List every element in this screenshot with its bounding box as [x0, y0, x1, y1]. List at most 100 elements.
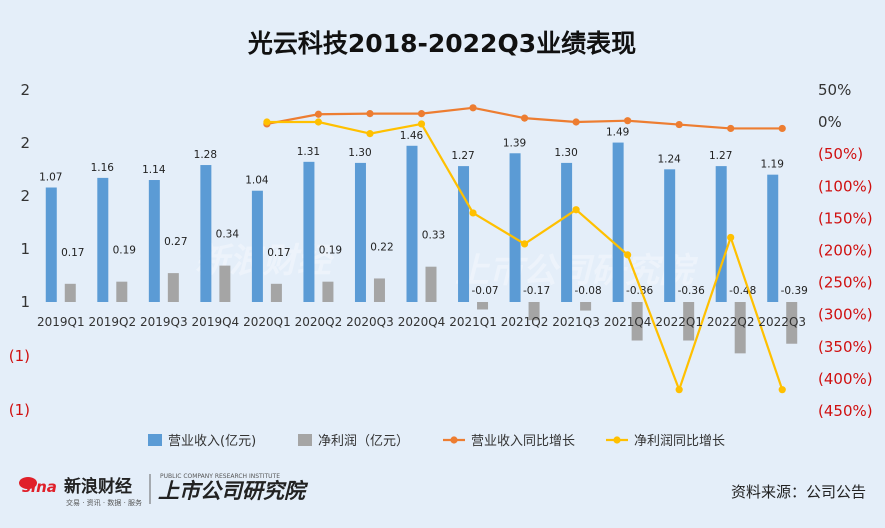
- x-tick-label: 2019Q4: [192, 315, 240, 329]
- revenue-bar: [406, 145, 418, 302]
- revenue-bar: [148, 180, 160, 302]
- profit-bar: [425, 266, 437, 302]
- source-note: 资料来源：公司公告: [731, 483, 866, 501]
- x-tick-label: 2020Q4: [398, 315, 446, 329]
- profit-data-label: -0.07: [471, 285, 498, 297]
- revenue-data-label: 1.16: [91, 162, 115, 174]
- profit-data-label: 0.27: [164, 236, 187, 248]
- legend-swatch-marker: [613, 436, 621, 444]
- revenue-growth-point: [675, 120, 683, 129]
- research-logo-text: 上市公司研究院: [158, 479, 309, 503]
- profit-data-label: -0.48: [729, 285, 756, 297]
- revenue-bar: [97, 177, 109, 302]
- revenue-growth-point: [624, 117, 632, 125]
- profit-bar: [631, 302, 643, 341]
- profit-bar: [167, 273, 179, 302]
- lines-layer: [263, 104, 786, 394]
- revenue-data-label: 1.14: [142, 164, 166, 176]
- profit-bar: [734, 302, 746, 354]
- x-tick-label: 2020Q1: [243, 315, 291, 329]
- revenue-data-label: 1.19: [761, 159, 784, 171]
- revenue-data-label: 1.27: [709, 150, 732, 162]
- revenue-data-label: 1.49: [606, 127, 629, 139]
- x-tick-label: 2021Q1: [449, 315, 497, 329]
- legend-label: 净利润同比增长: [634, 434, 725, 449]
- revenue-bar: [45, 187, 57, 302]
- revenue-data-label: 1.07: [39, 172, 62, 184]
- right-tick-label: (350%): [818, 338, 873, 356]
- profit-bar: [219, 265, 231, 302]
- profit-data-label: 0.17: [267, 247, 290, 259]
- revenue-data-label: 1.31: [297, 146, 320, 158]
- profit-data-label: 0.17: [61, 247, 84, 259]
- profit-growth-point: [417, 120, 426, 128]
- revenue-growth-point: [469, 104, 477, 112]
- revenue-data-label: 1.39: [503, 137, 526, 149]
- left-tick-label: (1): [9, 401, 30, 419]
- x-tick-label: 2022Q3: [758, 315, 806, 329]
- revenue-bar: [458, 166, 470, 302]
- revenue-growth-point: [314, 110, 323, 118]
- profit-data-label: -0.39: [781, 285, 808, 297]
- revenue-bar: [251, 190, 263, 302]
- x-tick-label: 2021Q4: [604, 315, 652, 329]
- revenue-bar: [561, 162, 573, 302]
- profit-growth-point: [778, 386, 786, 394]
- profit-bar: [477, 302, 489, 310]
- bars-layer: 1.07 0.17 1.16 0.19 1.14 0.27 1.28 0.34 1.04 0.17…: [39, 127, 808, 354]
- revenue-growth-point: [520, 114, 529, 122]
- x-tick-label: 2020Q2: [295, 315, 343, 329]
- right-tick-label: (400%): [818, 370, 873, 388]
- profit-bar: [116, 281, 128, 302]
- right-tick-label: 50%: [818, 81, 851, 99]
- legend-swatch-marker: [450, 436, 458, 444]
- x-tick-label: 2021Q3: [552, 315, 600, 329]
- x-tick-label: 2019Q1: [37, 315, 85, 329]
- revenue-data-label: 1.30: [348, 147, 371, 159]
- profit-growth-point: [469, 209, 477, 217]
- profit-data-label: -0.36: [626, 285, 653, 297]
- right-tick-label: 0%: [818, 113, 842, 131]
- revenue-bar: [612, 142, 624, 302]
- legend-swatch: [148, 434, 162, 446]
- profit-data-label: 0.19: [319, 245, 342, 257]
- revenue-data-label: 1.30: [554, 147, 577, 159]
- right-tick-label: (50%): [818, 145, 863, 163]
- x-tick-label: 2022Q1: [655, 315, 703, 329]
- revenue-data-label: 1.28: [194, 149, 217, 161]
- revenue-growth-point: [572, 118, 580, 126]
- right-tick-label: (300%): [818, 306, 873, 324]
- revenue-bar: [354, 162, 366, 302]
- legend-swatch: [298, 434, 312, 446]
- legend-label: 净利润（亿元）: [318, 434, 409, 449]
- revenue-bar: [303, 161, 315, 302]
- profit-data-label: 0.22: [370, 241, 393, 253]
- x-axis: 2019Q1 2019Q2 2019Q3 2019Q4 2020Q1 2020Q2 2020…: [37, 315, 806, 329]
- revenue-data-label: 1.46: [400, 130, 424, 142]
- left-tick-label: 1: [20, 293, 30, 311]
- revenue-data-label: 1.27: [451, 150, 474, 162]
- profit-growth-point: [366, 130, 374, 138]
- profit-growth-point: [675, 386, 683, 394]
- revenue-bar: [664, 169, 676, 302]
- x-tick-label: 2019Q3: [140, 315, 188, 329]
- sina-logo: sina 新浪财经 交易 · 资讯 · 数据 · 服务: [19, 476, 142, 507]
- revenue-growth-point: [778, 124, 786, 133]
- profit-growth-point: [263, 118, 271, 126]
- profit-data-label: 0.33: [422, 230, 445, 242]
- research-logo: PUBLIC COMPANY RESEARCH INSTITUTE 上市公司研究…: [158, 473, 309, 503]
- x-tick-label: 2021Q2: [501, 315, 549, 329]
- right-tick-label: (150%): [818, 209, 873, 227]
- sina-eye-icon: [19, 477, 37, 489]
- profit-growth-point: [572, 206, 580, 214]
- legend: 营业收入(亿元) 净利润（亿元） 营业收入同比增长 净利润同比增长: [148, 434, 725, 449]
- x-tick-label: 2022Q2: [707, 315, 755, 329]
- revenue-data-label: 1.04: [245, 175, 269, 187]
- left-tick-label: 1: [20, 240, 30, 258]
- profit-growth-point: [727, 233, 735, 242]
- research-logo-sub: PUBLIC COMPANY RESEARCH INSTITUTE: [160, 473, 280, 480]
- profit-growth-point: [520, 240, 529, 248]
- watermark-research: 上市公司研究院: [455, 251, 699, 291]
- profit-bar: [373, 278, 385, 302]
